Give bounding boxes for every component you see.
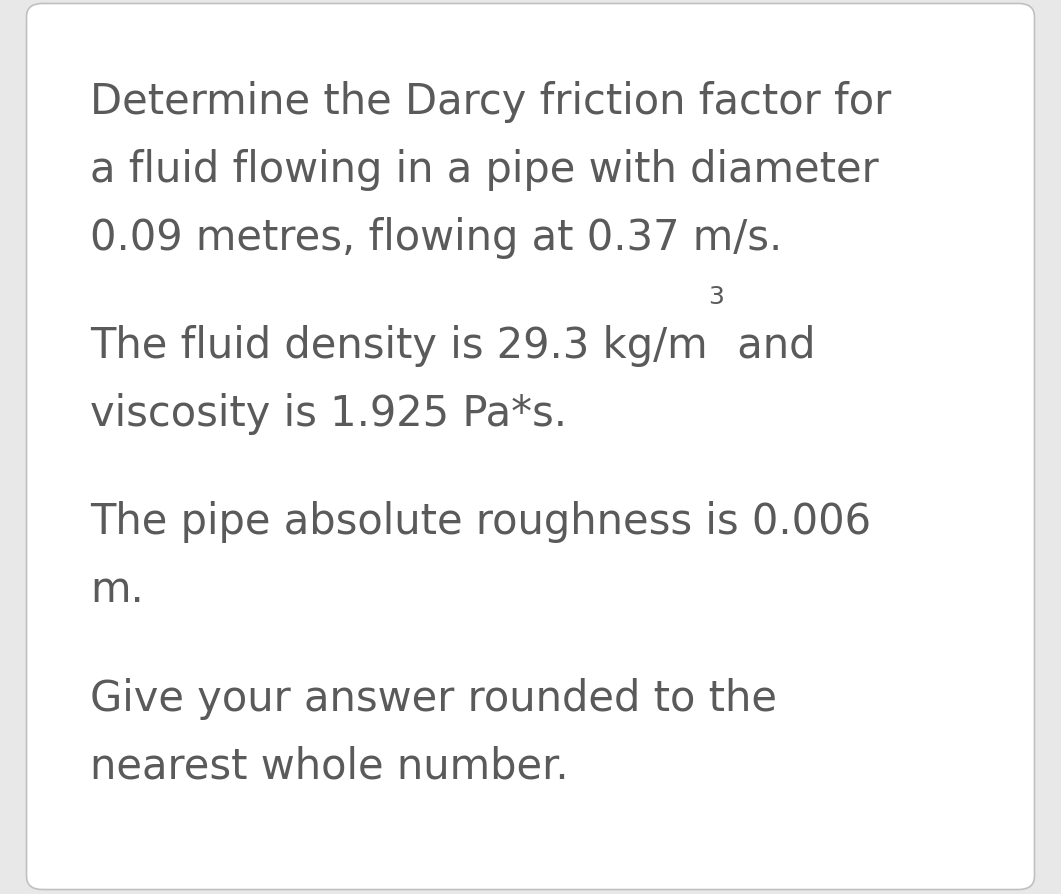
Text: a fluid flowing in a pipe with diameter: a fluid flowing in a pipe with diameter [90,148,879,190]
Text: The fluid density is 29.3 kg/m: The fluid density is 29.3 kg/m [90,325,708,367]
Text: The pipe absolute roughness is 0.006: The pipe absolute roughness is 0.006 [90,501,871,543]
Text: 3: 3 [708,284,724,308]
Text: and: and [724,325,815,367]
Text: Give your answer rounded to the: Give your answer rounded to the [90,677,778,719]
Text: m.: m. [90,569,144,611]
Text: nearest whole number.: nearest whole number. [90,745,569,787]
Text: Determine the Darcy friction factor for: Determine the Darcy friction factor for [90,80,891,122]
Text: 0.09 metres, flowing at 0.37 m/s.: 0.09 metres, flowing at 0.37 m/s. [90,216,782,258]
Text: viscosity is 1.925 Pa*s.: viscosity is 1.925 Pa*s. [90,392,568,434]
